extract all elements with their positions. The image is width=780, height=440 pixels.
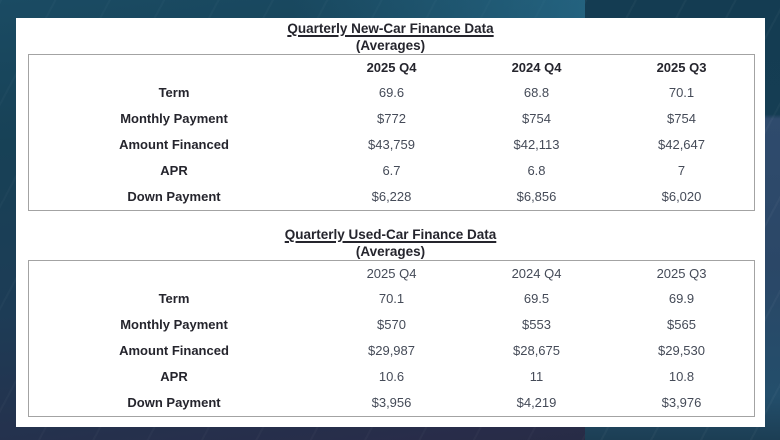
table-cell: 7: [677, 163, 686, 179]
row-label: APR: [160, 369, 188, 385]
row-label: Monthly Payment: [120, 110, 228, 126]
row-label: Monthly Payment: [120, 316, 228, 332]
table-cell: $42,113: [513, 136, 560, 152]
table-row: Down Payment $6,228 $6,856 $6,020: [29, 184, 754, 210]
table-cell: $43,759: [368, 136, 415, 152]
row-label: Term: [158, 290, 190, 306]
column-header: 2025 Q4: [366, 265, 417, 281]
new-car-table-title: Quarterly New-Car Finance Data: [287, 21, 494, 36]
table-row: APR 6.7 6.8 7: [29, 158, 754, 184]
row-label: Amount Financed: [119, 136, 229, 152]
table-cell: 69.5: [523, 290, 550, 306]
table-row: Monthly Payment $772 $754 $754: [29, 105, 754, 131]
table-cell: $29,530: [658, 342, 705, 358]
table-cell: 70.1: [378, 290, 405, 306]
content-panel: Quarterly New-Car Finance Data (Averages…: [16, 18, 765, 427]
used-car-table-title: Quarterly Used-Car Finance Data: [284, 227, 497, 242]
table-cell: 11: [529, 369, 544, 385]
used-car-table-subtitle: (Averages): [355, 244, 426, 259]
table-cell: $3,956: [371, 395, 412, 411]
table-cell: $565: [667, 316, 696, 332]
table-cell: 6.7: [382, 163, 401, 179]
header-row: 2025 Q4 2024 Q4 2025 Q3: [29, 55, 754, 79]
row-label: Amount Financed: [119, 342, 229, 358]
column-header: 2024 Q4: [511, 59, 562, 75]
table-cell: $29,987: [368, 342, 415, 358]
table-cell: 10.8: [668, 369, 695, 385]
table-row: Amount Financed $43,759 $42,113 $42,647: [29, 131, 754, 157]
table-cell: $772: [377, 110, 406, 126]
row-label-header: [29, 261, 319, 285]
column-header: 2025 Q3: [656, 265, 707, 281]
table-cell: 69.6: [378, 84, 405, 100]
new-car-section: Quarterly New-Car Finance Data (Averages…: [16, 20, 765, 211]
table-row: Down Payment $3,956 $4,219 $3,976: [29, 390, 754, 416]
column-header: 2025 Q3: [656, 59, 707, 75]
column-header: 2025 Q4: [366, 59, 417, 75]
row-label: Down Payment: [127, 395, 221, 411]
table-cell: 10.6: [378, 369, 405, 385]
table-cell: $28,675: [513, 342, 560, 358]
used-car-section: Quarterly Used-Car Finance Data (Average…: [16, 226, 765, 417]
row-label: Down Payment: [127, 189, 221, 205]
table-cell: $754: [522, 110, 551, 126]
table-row: Monthly Payment $570 $553 $565: [29, 311, 754, 337]
row-label: APR: [160, 163, 188, 179]
table-cell: 69.9: [668, 290, 695, 306]
table-cell: $6,228: [371, 189, 412, 205]
table-cell: $570: [377, 316, 406, 332]
table-cell: $553: [522, 316, 551, 332]
table-cell: $6,856: [516, 189, 557, 205]
table-cell: 68.8: [523, 84, 550, 100]
table-cell: $42,647: [658, 136, 705, 152]
table-cell: 70.1: [668, 84, 695, 100]
table-row: Amount Financed $29,987 $28,675 $29,530: [29, 337, 754, 363]
used-car-finance-table: 2025 Q4 2024 Q4 2025 Q3 Term 70.1 69.5 69.9 Mo…: [29, 261, 754, 416]
row-label: Term: [158, 84, 190, 100]
used-car-table: 2025 Q4 2024 Q4 2025 Q3 Term 70.1 69.5 69.9 Mo…: [28, 260, 755, 417]
table-cell: $754: [667, 110, 696, 126]
column-header: 2024 Q4: [511, 265, 562, 281]
table-row: Term 70.1 69.5 69.9: [29, 285, 754, 311]
table-cell: $6,020: [661, 189, 702, 205]
table-row: Term 69.6 68.8 70.1: [29, 79, 754, 105]
new-car-table-subtitle: (Averages): [355, 38, 426, 53]
table-row: APR 10.6 11 10.8: [29, 364, 754, 390]
header-row: 2025 Q4 2024 Q4 2025 Q3: [29, 261, 754, 285]
new-car-table: 2025 Q4 2024 Q4 2025 Q3 Term 69.6 68.8 70.1 Mo…: [28, 54, 755, 211]
table-cell: $4,219: [516, 395, 557, 411]
row-label-header: [29, 55, 319, 79]
table-cell: 6.8: [527, 163, 546, 179]
table-cell: $3,976: [661, 395, 702, 411]
new-car-finance-table: 2025 Q4 2024 Q4 2025 Q3 Term 69.6 68.8 70.1 Mo…: [29, 55, 754, 210]
